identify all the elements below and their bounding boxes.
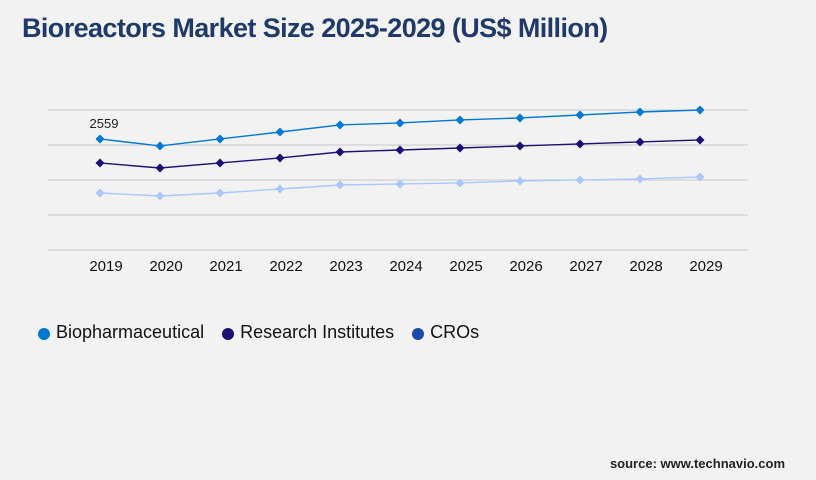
x-tick-label: 2026 [509,258,542,275]
x-tick-label: 2029 [689,258,722,275]
data-point [335,120,345,130]
data-point [155,163,165,173]
legend-item: Biopharmaceutical [38,322,204,343]
legend-label: CROs [430,322,480,342]
chart-title: Bioreactors Market Size 2025-2029 (US$ M… [22,13,608,43]
data-point [575,139,585,149]
x-tick-label: 2028 [629,258,662,275]
data-point [455,115,465,125]
data-point [155,141,165,151]
data-point [275,184,285,194]
x-tick-label: 2023 [329,258,362,275]
x-tick-label: 2027 [569,258,602,275]
legend-item: CROs [412,322,479,343]
data-point [95,158,105,168]
data-point [215,158,225,168]
line-chart: 2019 2020 2021 2022 2023 2024 2025 2026 2027 2028… [48,105,748,275]
legend-label: Biopharmaceutical [56,322,205,342]
x-tick-label: 2021 [209,258,242,275]
data-point [335,147,345,157]
data-point [515,113,525,123]
data-point [95,134,105,144]
data-point [515,176,525,186]
data-point [635,137,645,147]
source-note: source: www.technavio.com [609,456,785,471]
data-point [695,105,705,115]
data-point [275,153,285,163]
data-point [575,175,585,185]
x-tick-label: 2024 [389,258,422,275]
data-label: 2559 [90,116,119,131]
data-point [575,110,585,120]
data-point [695,172,705,182]
legend-marker-icon [222,328,235,340]
data-point [395,179,405,189]
legend: Biopharmaceutical Research Institutes CROs [38,322,479,343]
data-point [635,174,645,184]
data-point [215,134,225,144]
x-tick-label: 2020 [149,258,182,275]
data-point [215,188,225,198]
data-point [455,143,465,153]
data-point [635,107,645,117]
data-point [275,127,285,137]
x-tick-label: 2019 [89,258,122,275]
data-point [95,188,105,198]
x-tick-label: 2025 [449,258,482,275]
legend-marker-icon [412,328,425,340]
series-line-biopharmaceutical [99,109,701,147]
data-point [455,178,465,188]
data-point [155,191,165,201]
data-point [335,180,345,190]
x-tick-label: 2022 [269,258,302,275]
data-point [395,145,405,155]
data-point [515,141,525,151]
legend-item: Research Institutes [222,322,394,343]
legend-marker-icon [38,328,50,340]
data-point [395,118,405,128]
legend-label: Research Institutes [240,322,395,342]
data-point [695,135,705,145]
